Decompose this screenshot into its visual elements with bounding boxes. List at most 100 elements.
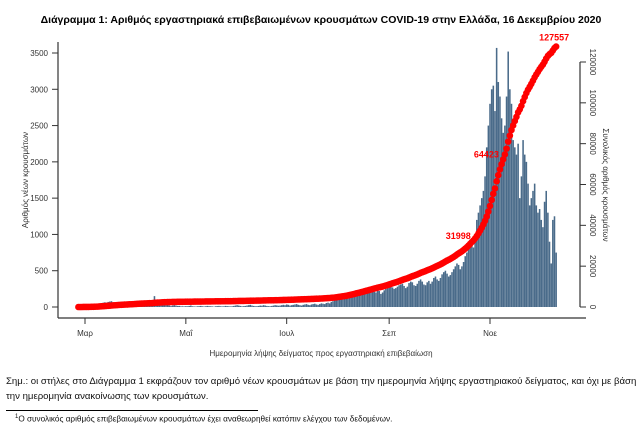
cumulative-point <box>486 202 494 210</box>
bar <box>457 264 460 307</box>
bar <box>434 276 437 307</box>
footnote-mark: 1 <box>15 414 19 420</box>
bar <box>479 205 481 307</box>
cumulative-point <box>506 132 514 139</box>
bar <box>307 304 309 307</box>
y2-tick-label: 60000 <box>588 173 597 196</box>
bar <box>294 304 296 307</box>
bar <box>292 304 295 307</box>
bar <box>178 305 181 307</box>
bar <box>436 279 438 307</box>
bar <box>241 306 243 307</box>
bar <box>429 283 432 307</box>
bar <box>380 293 382 307</box>
chart-title: Διάγραμμα 1: Αριθμός εργαστηριακά επιβεβ… <box>41 14 602 26</box>
bar <box>295 304 298 307</box>
bar <box>464 256 467 307</box>
annotation-label: 127557 <box>539 33 569 43</box>
bar <box>309 305 311 307</box>
bar <box>401 283 404 307</box>
bar <box>347 295 349 307</box>
bar <box>419 279 422 307</box>
bar <box>323 304 326 307</box>
bar <box>234 305 237 307</box>
cumulative-point <box>494 171 502 179</box>
bar <box>328 303 331 307</box>
bar <box>545 190 547 307</box>
bar <box>446 273 448 307</box>
bar <box>550 263 552 307</box>
y2-tick-label: 100000 <box>588 89 597 116</box>
bar <box>246 305 248 307</box>
bar <box>399 284 402 307</box>
bar <box>335 299 338 307</box>
bar <box>264 305 266 307</box>
bar <box>543 201 546 307</box>
bar <box>165 304 167 307</box>
bar <box>252 305 255 307</box>
bar <box>186 306 189 307</box>
bar <box>383 290 386 307</box>
bar <box>370 290 372 307</box>
bar <box>224 305 227 307</box>
bar <box>310 304 313 307</box>
y2-tick-label: 120000 <box>588 49 597 76</box>
bar <box>528 205 531 307</box>
bar <box>259 305 262 307</box>
bar <box>552 219 554 307</box>
bar <box>533 183 536 307</box>
bar <box>393 288 395 307</box>
bar <box>343 296 346 307</box>
cumulative-point <box>483 213 490 220</box>
x-tick-label: Ιουλ <box>279 329 294 338</box>
bar <box>452 269 455 307</box>
cumulative-point <box>490 190 497 198</box>
bar <box>542 227 544 307</box>
bar <box>226 306 228 307</box>
bar <box>219 306 222 307</box>
bar <box>385 288 387 307</box>
bar <box>404 288 407 307</box>
bar <box>454 266 457 307</box>
bar <box>476 219 478 307</box>
bar <box>350 292 352 307</box>
right-axis-ticks: 0 20000 40000 60000 80000 100000 120000 <box>580 49 597 310</box>
bar <box>527 183 529 307</box>
bar <box>482 190 485 307</box>
bar <box>378 291 381 307</box>
bar <box>237 305 240 307</box>
bar <box>461 266 463 307</box>
bar <box>279 305 281 307</box>
bar <box>231 306 233 307</box>
bar <box>180 306 182 307</box>
bar <box>251 305 253 307</box>
bar <box>376 290 379 307</box>
bar <box>494 111 496 307</box>
bar <box>333 300 336 307</box>
bar <box>414 285 417 307</box>
bar <box>188 305 190 307</box>
bar <box>277 305 280 307</box>
bar <box>411 282 414 307</box>
bar <box>375 292 377 307</box>
bar <box>520 176 523 307</box>
bar <box>355 290 357 307</box>
bar <box>299 305 301 307</box>
bar <box>509 89 511 308</box>
bar <box>257 305 260 307</box>
bar <box>196 306 199 307</box>
bar <box>510 103 513 307</box>
y-tick-label: 1500 <box>30 194 48 203</box>
bar <box>388 286 390 307</box>
bar <box>229 306 232 307</box>
bar <box>191 306 194 307</box>
y2-tick-label: 40000 <box>588 214 597 237</box>
bar <box>390 285 392 307</box>
cumulative-point <box>552 43 560 50</box>
bar <box>530 198 533 307</box>
bar <box>337 299 339 307</box>
cumulative-point <box>503 145 510 152</box>
bar <box>363 288 366 307</box>
y-tick-label: 500 <box>35 267 49 276</box>
y-tick-label: 2000 <box>30 158 48 167</box>
